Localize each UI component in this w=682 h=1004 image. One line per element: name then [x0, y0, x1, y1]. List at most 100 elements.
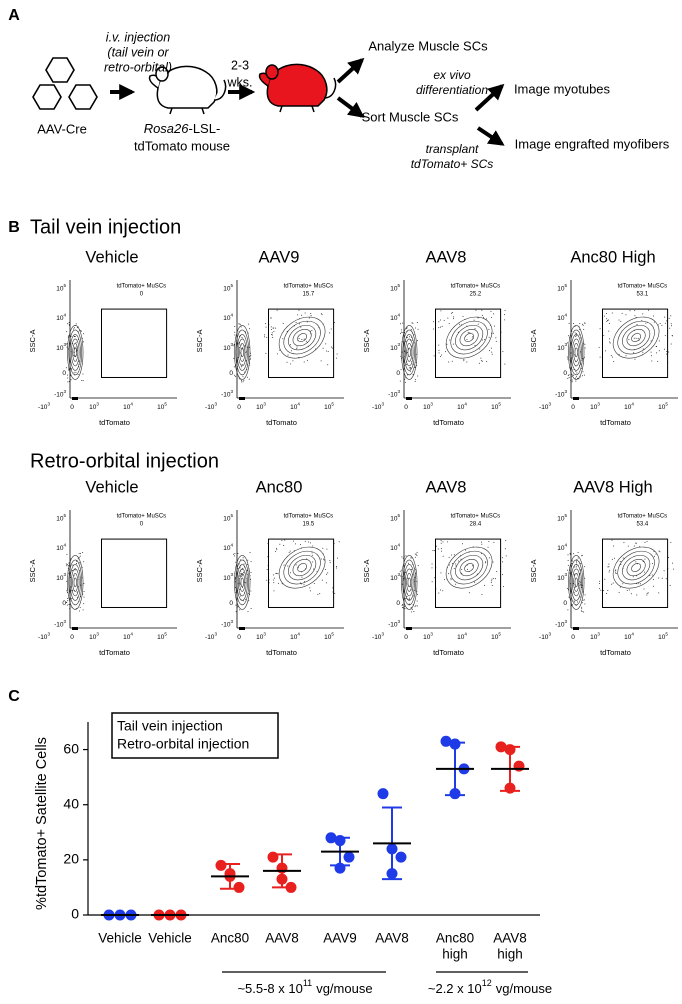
event-dot	[571, 379, 573, 381]
event-dot	[467, 332, 469, 334]
contour	[73, 347, 77, 358]
event-dot	[452, 343, 454, 345]
event-dot	[583, 566, 585, 568]
y-tick-label: 103	[56, 342, 66, 351]
event-dot	[609, 341, 611, 343]
contour	[72, 573, 79, 592]
event-dot	[658, 550, 660, 552]
event-dot	[336, 353, 338, 355]
contour	[236, 564, 248, 601]
event-dot	[295, 564, 297, 566]
event-dot	[580, 610, 582, 612]
event-dot	[414, 553, 416, 555]
event-dot	[575, 380, 577, 382]
event-dot	[575, 560, 577, 562]
gate-label: tdTomato+ MuSCs	[618, 514, 668, 520]
event-dot	[466, 339, 468, 341]
event-dot	[417, 375, 419, 377]
event-dot	[290, 350, 292, 352]
event-dot	[66, 563, 68, 565]
gate-percent: 19.5	[303, 522, 315, 528]
x-tick-label-base: 10	[590, 634, 598, 641]
x-tick-label-base: -10	[372, 404, 382, 411]
x-tick-label: 104	[457, 402, 467, 411]
event-dot	[608, 330, 610, 332]
event-dot	[414, 379, 416, 381]
x-tick-label-base: 10	[324, 404, 332, 411]
event-dot	[651, 360, 653, 362]
event-dot	[491, 353, 493, 355]
y-tick-label-exp: 5	[63, 513, 66, 518]
contour	[401, 555, 418, 610]
event-dot	[568, 374, 570, 376]
contour	[573, 573, 580, 592]
event-dot	[575, 566, 577, 568]
contour	[450, 320, 488, 355]
event-dot	[237, 568, 239, 570]
event-dot	[628, 339, 630, 341]
y-tick-label-exp: 5	[230, 283, 233, 288]
event-dot	[281, 539, 283, 541]
y-tick-label: -103	[388, 389, 400, 398]
x-tick-label-exp: 4	[130, 632, 133, 637]
event-dot	[467, 569, 469, 571]
event-dot	[240, 326, 242, 328]
y-tick-label: 105	[56, 513, 66, 522]
event-dot	[233, 345, 235, 347]
event-dot	[489, 350, 491, 352]
event-dot	[646, 541, 648, 543]
event-dot	[599, 588, 601, 590]
event-dot	[481, 339, 483, 341]
event-dot	[321, 314, 323, 316]
event-dot	[665, 578, 667, 580]
event-dot	[332, 587, 334, 589]
x-axis-title: tdTomato	[433, 648, 464, 657]
event-dot	[431, 581, 433, 583]
event-dot	[668, 317, 670, 319]
event-dot	[666, 320, 668, 322]
event-dot	[574, 332, 576, 334]
event-dot	[611, 312, 613, 314]
strain-rest: -LSL-	[189, 121, 221, 136]
data-point	[377, 788, 389, 800]
event-dot	[584, 322, 586, 324]
event-dot	[410, 568, 412, 570]
y-tick-label-exp: 3	[397, 389, 400, 394]
event-dot	[308, 541, 310, 543]
event-dot	[576, 333, 578, 335]
y-axis-title: SSC-A	[195, 330, 204, 353]
contour	[240, 347, 244, 358]
event-dot	[469, 332, 471, 334]
contour	[235, 559, 250, 606]
event-dot	[481, 309, 483, 311]
contour	[459, 329, 479, 347]
event-dot	[440, 540, 442, 542]
data-point	[395, 851, 407, 863]
x-tick-label-exp: 5	[498, 402, 501, 407]
event-dot	[642, 351, 644, 353]
event-dot	[612, 356, 614, 358]
event-dot	[644, 571, 646, 573]
event-dot	[300, 314, 302, 316]
x-tick-label-base: 10	[157, 404, 165, 411]
x-tick-label: 0	[237, 404, 241, 411]
event-dot	[411, 608, 413, 610]
event-dot	[576, 372, 578, 374]
event-dot	[234, 375, 236, 377]
x-tick-label: -103	[38, 402, 50, 411]
event-dot	[408, 597, 410, 599]
flow-plot: 10510510410410310300-103-103SSC-AtdTomat…	[195, 280, 344, 427]
event-dot	[272, 327, 274, 329]
event-dot	[335, 565, 337, 567]
data-point	[513, 760, 525, 772]
event-dot	[240, 595, 242, 597]
data-point	[504, 744, 516, 756]
event-dot	[276, 549, 278, 551]
y-axis-title: SSC-A	[28, 560, 37, 583]
data-point	[504, 782, 516, 794]
event-dot	[65, 563, 67, 565]
x-tick-label-exp: 3	[96, 402, 99, 407]
event-dot	[442, 555, 444, 557]
axis-marker	[239, 627, 245, 630]
x-tick-label-base: 10	[624, 404, 632, 411]
